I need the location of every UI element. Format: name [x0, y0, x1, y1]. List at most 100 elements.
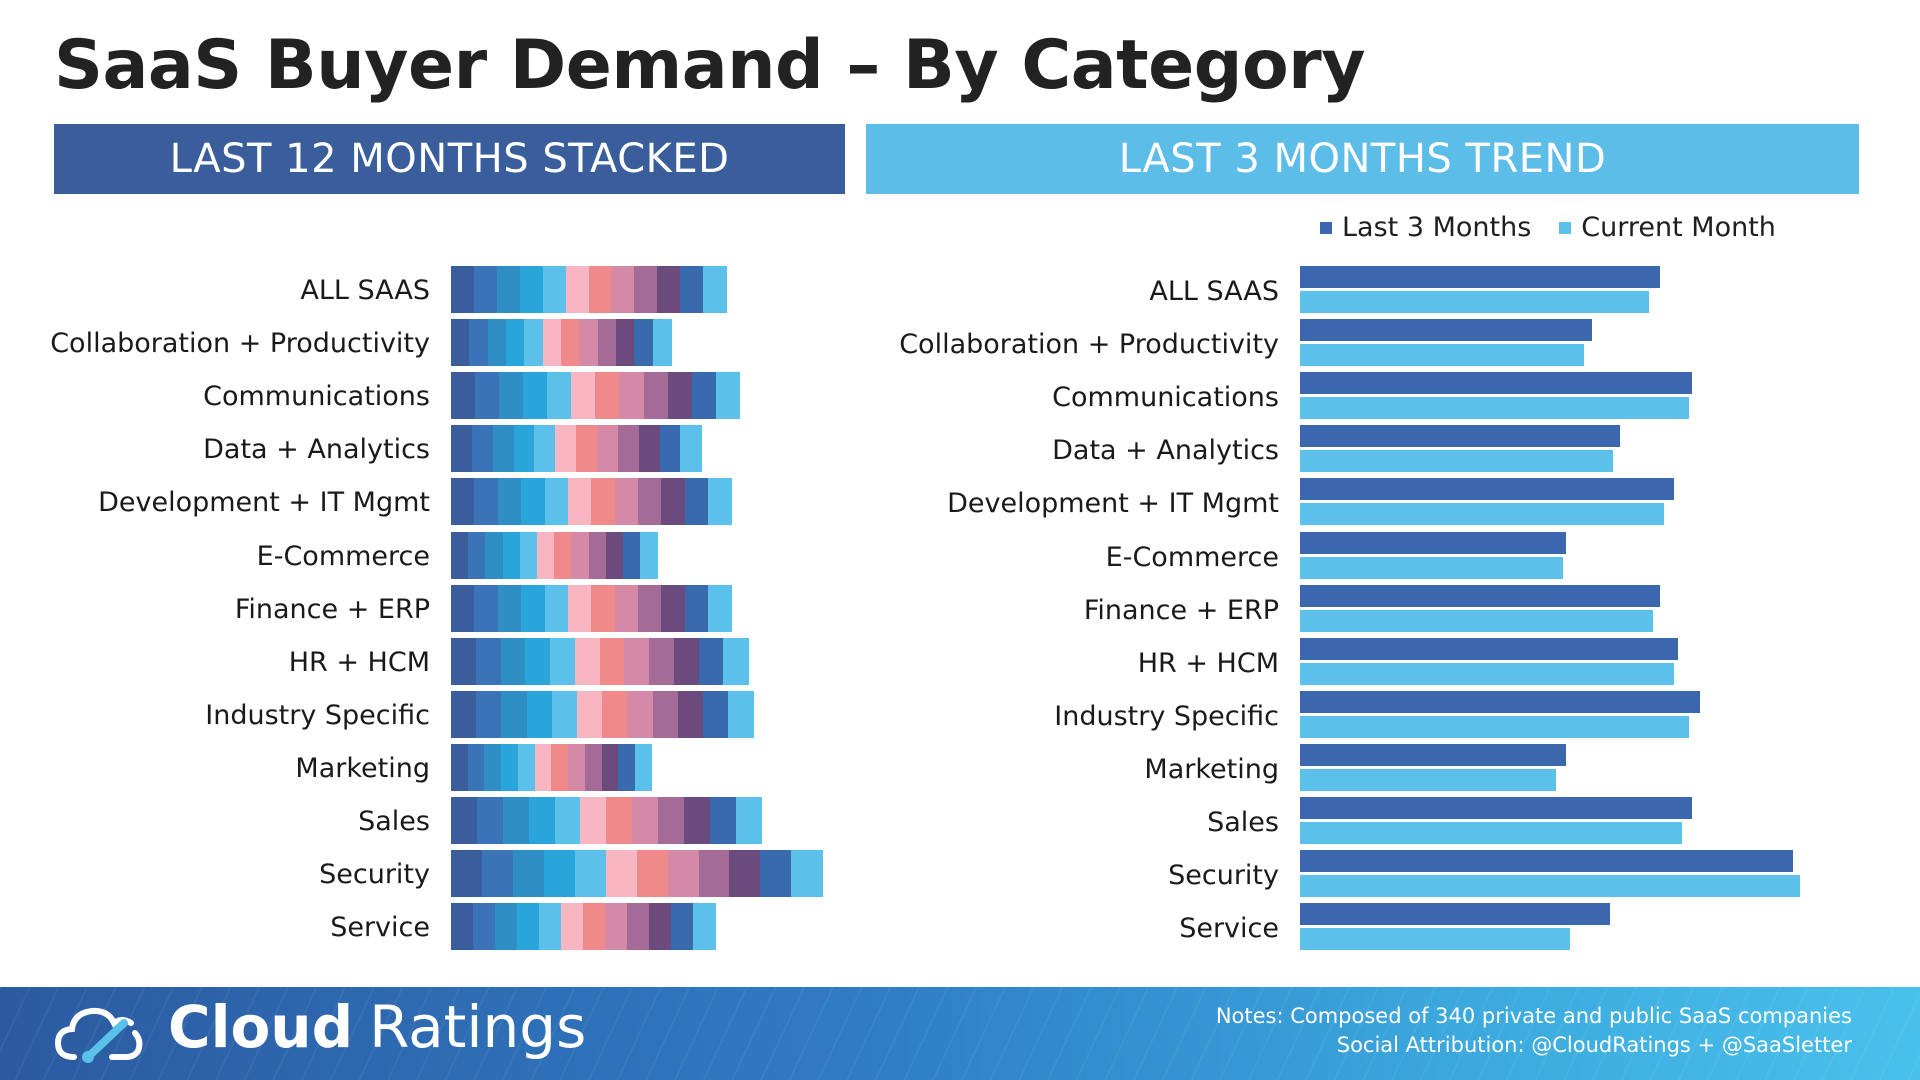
- stacked-bar-segment-e-commerce-1: [451, 531, 469, 579]
- stacked-bar-segment-e-commerce-12: [640, 531, 658, 579]
- stacked-bar-segment-hr-hcm-7: [599, 637, 625, 685]
- stacked-bar-segment-sales-12: [735, 797, 763, 844]
- brand-name-bold: Cloud: [168, 993, 354, 1061]
- stacked-bar-segment-industry-specific-11: [703, 690, 729, 738]
- stacked-bar-segment-marketing-4: [501, 743, 519, 791]
- stacked-bar-segment-all-saas-4: [519, 266, 544, 313]
- stacked-category-label-sales: Sales: [358, 806, 430, 837]
- stacked-bar-segment-e-commerce-8: [571, 531, 590, 579]
- stacked-bar-segment-communications-9: [643, 372, 669, 420]
- stacked-bar-segment-marketing-10: [601, 743, 619, 791]
- stacked-bar-segment-finance-erp-7: [591, 584, 616, 632]
- stacked-bar-segment-hr-hcm-2: [475, 637, 502, 685]
- stacked-bar-segment-industry-specific-2: [476, 690, 502, 738]
- stacked-bar-segment-finance-erp-6: [567, 584, 592, 632]
- stacked-bar-segment-hr-hcm-11: [698, 637, 724, 685]
- trend-category-label-sales: Sales: [1207, 807, 1279, 838]
- stacked-bar-segment-industry-specific-8: [627, 690, 654, 738]
- stacked-bar-segment-communications-12: [715, 372, 741, 420]
- stacked-bar-segment-industry-specific-6: [577, 690, 603, 738]
- notes-line-2: Social Attribution: @CloudRatings + @Saa…: [1336, 1033, 1852, 1057]
- stacked-bar-segment-service-12: [693, 903, 716, 951]
- legend-label-current-month: Current Month: [1581, 212, 1776, 243]
- stacked-bar-segment-marketing-8: [568, 743, 586, 791]
- stacked-bar-segment-communications-3: [499, 372, 524, 420]
- stacked-bar-segment-communications-7: [595, 372, 621, 420]
- trend-bar-current-month-sales: [1300, 822, 1682, 844]
- trend-bar-last-3-months-development-it-mgmt: [1300, 478, 1675, 501]
- trend-bar-current-month-marketing: [1300, 768, 1556, 791]
- trend-bar-current-month-data-analytics: [1300, 450, 1614, 473]
- trend-bar-last-3-months-finance-erp: [1300, 584, 1660, 607]
- stacked-bar-segment-hr-hcm-12: [723, 637, 749, 685]
- stacked-bar-segment-marketing-6: [534, 743, 552, 791]
- trend-bar-current-month-communications: [1300, 397, 1689, 420]
- stacked-bar-segment-hr-hcm-8: [624, 637, 650, 685]
- trend-bar-current-month-e-commerce: [1300, 556, 1563, 579]
- stacked-bar-segment-collaboration-productivity-10: [616, 319, 635, 367]
- trend-bar-last-3-months-industry-specific: [1300, 690, 1700, 713]
- trend-bar-last-3-months-collaboration-productivity: [1300, 319, 1592, 342]
- stacked-bar-segment-all-saas-1: [451, 266, 475, 313]
- stacked-bar-segment-sales-2: [476, 797, 504, 844]
- stacked-bar-segment-collaboration-productivity-9: [597, 319, 617, 367]
- stacked-category-label-data-analytics: Data + Analytics: [203, 434, 430, 466]
- stacked-bar-segment-security-8: [667, 850, 700, 898]
- stacked-bar-segment-data-analytics-11: [659, 425, 681, 473]
- trend-bar-last-3-months-security: [1300, 850, 1794, 873]
- stacked-bar-segment-data-analytics-3: [492, 425, 515, 473]
- stacked-bar-segment-all-saas-8: [611, 266, 635, 313]
- trend-bar-current-month-all-saas: [1300, 291, 1650, 313]
- stacked-bar-segment-marketing-1: [451, 743, 469, 791]
- stacked-bar-segment-e-commerce-7: [554, 531, 572, 579]
- trend-bar-last-3-months-marketing: [1300, 743, 1567, 766]
- trend-bar-last-3-months-hr-hcm: [1300, 637, 1678, 660]
- stacked-bar-segment-e-commerce-6: [536, 531, 555, 579]
- trend-bar-last-3-months-sales: [1300, 797, 1693, 819]
- stacked-bar-segment-sales-10: [684, 797, 711, 844]
- trend-category-label-development-it-mgmt: Development + IT Mgmt: [947, 488, 1279, 520]
- stacked-bar-segment-security-11: [760, 850, 792, 898]
- stacked-category-label-collaboration-productivity: Collaboration + Productivity: [50, 328, 430, 360]
- stacked-bar-segment-all-saas-6: [565, 266, 590, 313]
- stacked-bar-segment-development-it-mgmt-4: [521, 478, 546, 526]
- stacked-bar-segment-finance-erp-2: [474, 584, 499, 632]
- stacked-bar-segment-communications-6: [571, 372, 596, 420]
- legend-item-last-3-months: Last 3 Months: [1320, 212, 1531, 243]
- stacked-bar-segment-security-6: [605, 850, 638, 898]
- stacked-bar-segment-service-11: [671, 903, 694, 951]
- stacked-bar-segment-marketing-12: [635, 743, 653, 791]
- stacked-bar-segment-sales-11: [709, 797, 737, 844]
- stacked-bar-segment-data-analytics-5: [534, 425, 556, 473]
- stacked-bar-segment-hr-hcm-5: [550, 637, 576, 685]
- stacked-bar-segment-development-it-mgmt-1: [451, 478, 475, 526]
- legend-label-last-3-months: Last 3 Months: [1342, 212, 1532, 243]
- footer-banner: Cloud Ratings Notes: Composed of 340 priv…: [0, 987, 1920, 1080]
- stacked-bar-segment-finance-erp-12: [708, 584, 733, 632]
- stacked-bar-segment-development-it-mgmt-2: [474, 478, 499, 526]
- stacked-bar-segment-marketing-9: [584, 743, 603, 791]
- stacked-bar-segment-all-saas-10: [657, 266, 681, 313]
- stacked-bar-segment-marketing-11: [618, 743, 636, 791]
- stacked-bar-segment-communications-2: [475, 372, 500, 420]
- stacked-bar-segment-all-saas-12: [703, 266, 727, 313]
- stacked-bar-segment-industry-specific-9: [652, 690, 679, 738]
- stacked-bar-segment-data-analytics-8: [596, 425, 619, 473]
- stacked-bar-segment-communications-4: [523, 372, 548, 420]
- stacked-bar-segment-security-12: [791, 850, 823, 898]
- stacked-bar-segment-e-commerce-4: [502, 531, 521, 579]
- stacked-bar-segment-e-commerce-5: [519, 531, 538, 579]
- stacked-bar-segment-industry-specific-5: [551, 690, 578, 738]
- stacked-bar-segment-security-5: [574, 850, 607, 898]
- stacked-bar-segment-marketing-7: [551, 743, 569, 791]
- stacked-bar-segment-e-commerce-9: [588, 531, 607, 579]
- stacked-bar-segment-collaboration-productivity-12: [652, 319, 672, 367]
- stacked-bar-segment-marketing-5: [517, 743, 536, 791]
- trend-category-label-finance-erp: Finance + ERP: [1083, 594, 1279, 626]
- stacked-bar-segment-data-analytics-9: [617, 425, 640, 473]
- stacked-bar-segment-communications-11: [691, 372, 717, 420]
- stacked-bar-segment-hr-hcm-10: [673, 637, 700, 685]
- trend-panel-title: LAST 3 MONTHS TREND: [1118, 136, 1607, 182]
- stacked-bar-segment-service-9: [627, 903, 650, 951]
- stacked-bar-segment-hr-hcm-6: [574, 637, 601, 685]
